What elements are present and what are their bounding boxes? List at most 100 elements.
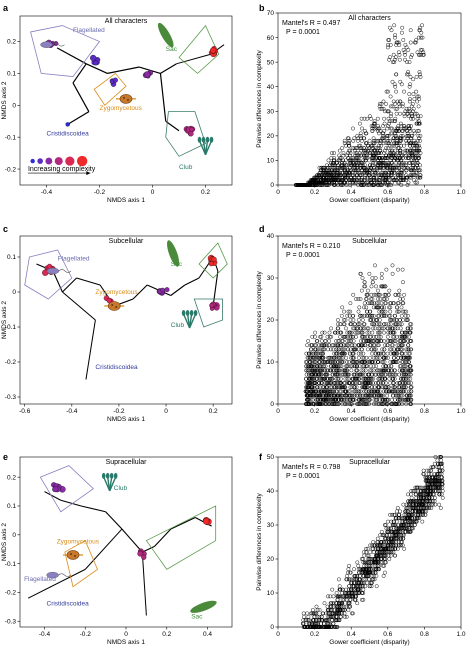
data-point xyxy=(409,148,414,153)
data-point xyxy=(351,397,356,402)
data-point xyxy=(361,584,366,589)
data-point xyxy=(346,608,351,612)
data-point xyxy=(397,516,402,521)
data-point xyxy=(370,330,375,335)
data-point xyxy=(400,330,405,335)
y-tick-label: 20 xyxy=(267,317,275,324)
data-point xyxy=(370,385,375,390)
panel-label: c xyxy=(3,224,8,234)
node xyxy=(137,550,144,557)
data-point xyxy=(348,347,353,352)
data-point xyxy=(375,343,380,348)
data-point xyxy=(353,156,358,160)
data-point xyxy=(393,55,398,60)
data-point xyxy=(372,301,377,306)
data-point xyxy=(332,351,337,356)
data-point xyxy=(317,173,322,178)
data-point xyxy=(392,397,397,402)
data-point xyxy=(380,397,385,402)
data-point xyxy=(379,339,384,343)
data-point xyxy=(367,402,372,406)
data-point xyxy=(410,52,414,57)
data-point xyxy=(333,372,338,377)
data-point xyxy=(377,146,382,151)
data-point xyxy=(401,309,406,314)
data-point xyxy=(341,322,346,327)
data-point xyxy=(399,158,403,163)
data-point xyxy=(416,94,421,99)
data-point xyxy=(358,297,363,301)
data-point xyxy=(421,512,426,517)
data-point xyxy=(337,584,342,589)
data-point xyxy=(310,178,315,183)
data-point xyxy=(438,485,443,490)
data-point xyxy=(354,334,358,339)
data-point xyxy=(371,136,376,141)
group-label: Sac xyxy=(191,613,203,620)
data-point xyxy=(315,339,320,343)
data-point xyxy=(406,180,411,185)
data-point xyxy=(327,381,332,385)
data-point xyxy=(348,318,353,322)
data-point xyxy=(309,381,314,385)
data-point xyxy=(358,326,363,331)
data-point xyxy=(386,385,391,390)
data-point xyxy=(418,492,423,497)
data-point xyxy=(345,360,349,364)
data-point xyxy=(349,577,354,582)
data-point xyxy=(393,156,398,160)
data-point xyxy=(426,489,431,493)
data-point xyxy=(338,355,343,360)
data-point xyxy=(385,343,390,348)
data-point xyxy=(365,116,370,121)
x-tick-label: 0.4 xyxy=(347,189,356,196)
data-point xyxy=(351,339,356,343)
data-point xyxy=(307,402,312,406)
data-point xyxy=(373,276,378,280)
data-point xyxy=(411,146,416,151)
data-point xyxy=(348,334,353,339)
data-point xyxy=(364,148,369,153)
data-point xyxy=(394,516,399,521)
data-point xyxy=(308,347,313,352)
data-point xyxy=(323,372,328,377)
data-point xyxy=(345,151,350,156)
data-point xyxy=(328,163,333,168)
data-point xyxy=(406,355,411,360)
data-point xyxy=(365,574,370,578)
zygomycetous-icon xyxy=(116,94,136,104)
data-point xyxy=(395,106,400,111)
data-point xyxy=(368,313,373,318)
data-point xyxy=(359,183,364,187)
data-point xyxy=(402,114,407,119)
data-point xyxy=(409,381,414,385)
data-point xyxy=(402,170,407,175)
data-point xyxy=(411,502,416,507)
flagellated-icon xyxy=(46,571,71,579)
data-point xyxy=(392,351,396,356)
data-point xyxy=(364,355,369,360)
data-point xyxy=(311,402,316,406)
x-tick-label: -0.2 xyxy=(94,189,106,196)
data-point xyxy=(410,101,415,106)
data-point xyxy=(327,330,332,335)
data-point xyxy=(394,509,399,514)
group-hull xyxy=(64,539,98,588)
data-point xyxy=(384,170,388,175)
data-point xyxy=(357,376,362,381)
data-point xyxy=(339,180,343,185)
data-point xyxy=(416,104,421,109)
club-stalk xyxy=(188,313,197,329)
data-point xyxy=(375,116,380,121)
data-point xyxy=(400,368,405,373)
data-point xyxy=(324,180,329,185)
data-point xyxy=(357,121,362,126)
data-point xyxy=(392,385,397,390)
data-point xyxy=(397,368,402,373)
data-point xyxy=(346,339,351,343)
data-point xyxy=(361,597,366,602)
data-point xyxy=(428,492,433,497)
node xyxy=(164,287,170,293)
data-point xyxy=(342,347,347,352)
data-point xyxy=(335,625,340,629)
